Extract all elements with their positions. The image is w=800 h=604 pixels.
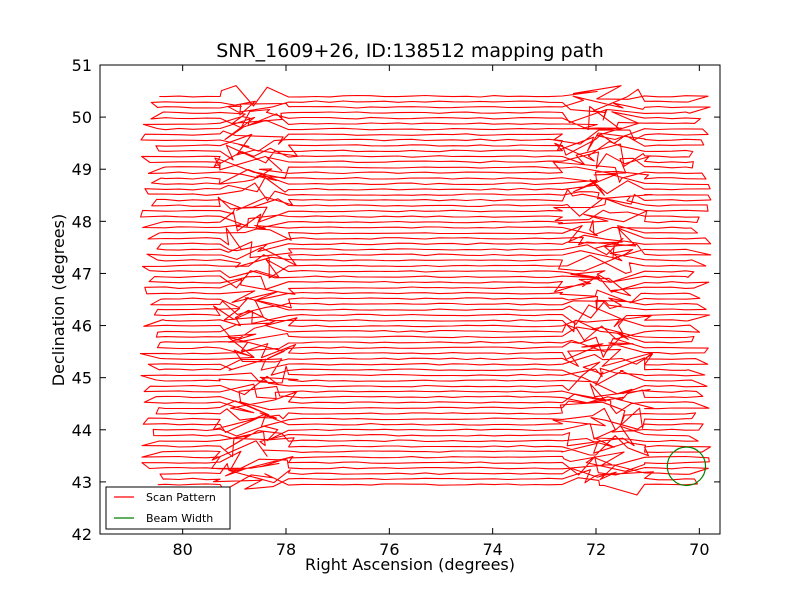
legend-beam-label: Beam Width xyxy=(146,512,213,525)
x-tick-label: 78 xyxy=(276,540,296,559)
y-axis-label: Declination (degrees) xyxy=(49,214,68,386)
y-tick-label: 49 xyxy=(72,160,92,179)
legend: Scan Pattern Beam Width xyxy=(105,486,231,530)
x-tick-label: 74 xyxy=(482,540,502,559)
y-tick-label: 42 xyxy=(72,525,92,544)
scan-pattern-series xyxy=(139,85,712,496)
y-tick-label: 50 xyxy=(72,108,92,127)
x-tick-label: 70 xyxy=(689,540,709,559)
x-axis-label: Right Ascension (degrees) xyxy=(305,555,515,574)
beam-width-series xyxy=(666,446,707,487)
legend-scan-label: Scan Pattern xyxy=(146,491,216,504)
scan-pattern-path xyxy=(139,85,712,496)
x-axis-ticks: 80 78 76 74 72 70 xyxy=(172,65,710,559)
plot-area xyxy=(139,85,712,496)
y-tick-label: 46 xyxy=(72,317,92,336)
y-tick-label: 48 xyxy=(72,212,92,231)
y-tick-label: 44 xyxy=(72,421,92,440)
y-tick-label: 51 xyxy=(72,56,92,75)
y-tick-label: 45 xyxy=(72,369,92,388)
x-tick-label: 72 xyxy=(586,540,606,559)
x-tick-label: 76 xyxy=(379,540,399,559)
beam-width-circle xyxy=(666,446,707,487)
y-tick-label: 47 xyxy=(72,264,92,283)
y-axis-ticks: 42 43 44 45 46 47 48 49 50 51 xyxy=(72,56,720,544)
x-tick-label: 80 xyxy=(172,540,192,559)
y-tick-label: 43 xyxy=(72,473,92,492)
legend-box xyxy=(105,486,231,530)
chart-title: SNR_1609+26, ID:138512 mapping path xyxy=(216,40,604,62)
plot-frame xyxy=(99,64,721,535)
